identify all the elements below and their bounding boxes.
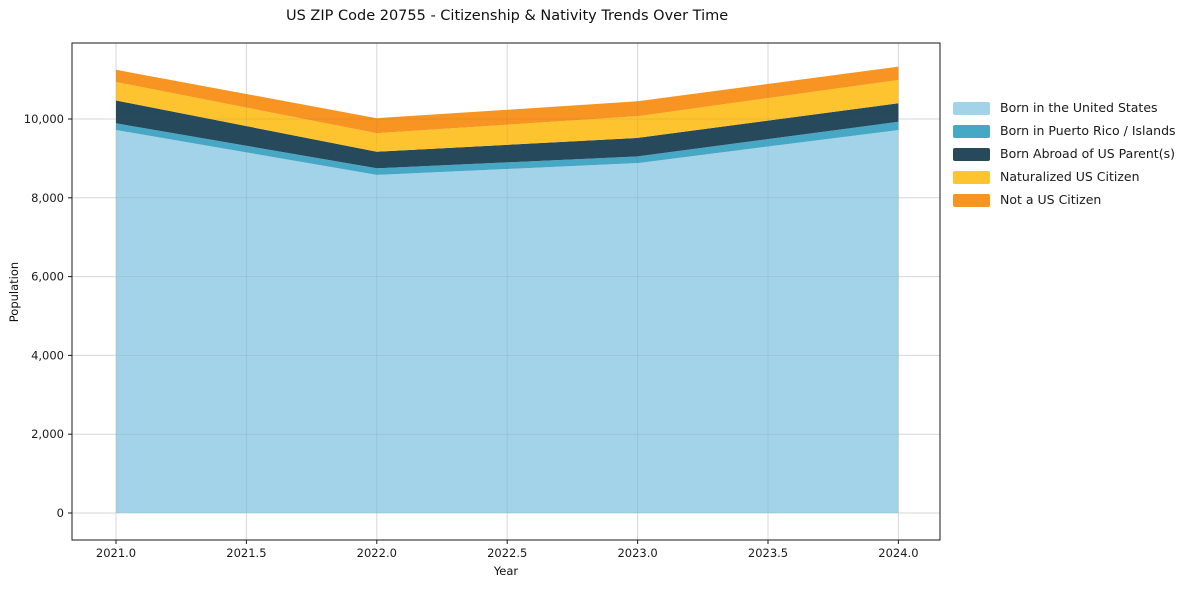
x-tick-label: 2023.0 [617, 546, 657, 560]
legend-swatch [953, 170, 990, 184]
x-tick-label: 2021.5 [226, 546, 266, 560]
area-series-2 [116, 100, 899, 169]
x-tick-label: 2023.5 [748, 546, 788, 560]
area-series-1 [116, 121, 899, 175]
x-tick-label: 2021.0 [96, 546, 136, 560]
area-series-0 [116, 130, 899, 513]
y-tick-label: 4,000 [31, 348, 64, 362]
legend-label: Born in the United States [1000, 100, 1158, 115]
legend-item-3: Naturalized US Citizen [953, 170, 1176, 184]
plot-border [71, 42, 941, 541]
y-tick-label: 0 [57, 506, 64, 520]
legend: Born in the United States Born in Puerto … [953, 101, 1176, 207]
x-tick-label: 2024.0 [878, 546, 918, 560]
area-series-4 [116, 66, 899, 134]
legend-swatch [953, 147, 990, 161]
legend-swatch [953, 193, 990, 207]
legend-item-2: Born Abroad of US Parent(s) [953, 147, 1176, 161]
legend-label: Naturalized US Citizen [1000, 169, 1140, 184]
x-tick-label: 2022.0 [357, 546, 397, 560]
area-series-3 [116, 80, 899, 152]
x-tick-label: 2022.5 [487, 546, 527, 560]
legend-label: Born in Puerto Rico / Islands [1000, 123, 1176, 138]
x-axis-label: Year [493, 564, 519, 578]
legend-item-4: Not a US Citizen [953, 193, 1176, 207]
y-tick-label: 10,000 [24, 112, 64, 126]
legend-item-0: Born in the United States [953, 101, 1176, 115]
y-tick-label: 6,000 [31, 270, 64, 284]
y-tick-label: 2,000 [31, 427, 64, 441]
y-tick-label: 8,000 [31, 191, 64, 205]
legend-label: Not a US Citizen [1000, 192, 1102, 207]
legend-label: Born Abroad of US Parent(s) [1000, 146, 1175, 161]
legend-swatch [953, 124, 990, 138]
chart-title: US ZIP Code 20755 - Citizenship & Nativi… [286, 8, 729, 24]
legend-item-1: Born in Puerto Rico / Islands [953, 124, 1176, 138]
legend-swatch [953, 101, 990, 115]
y-axis-label: Population [7, 261, 21, 323]
